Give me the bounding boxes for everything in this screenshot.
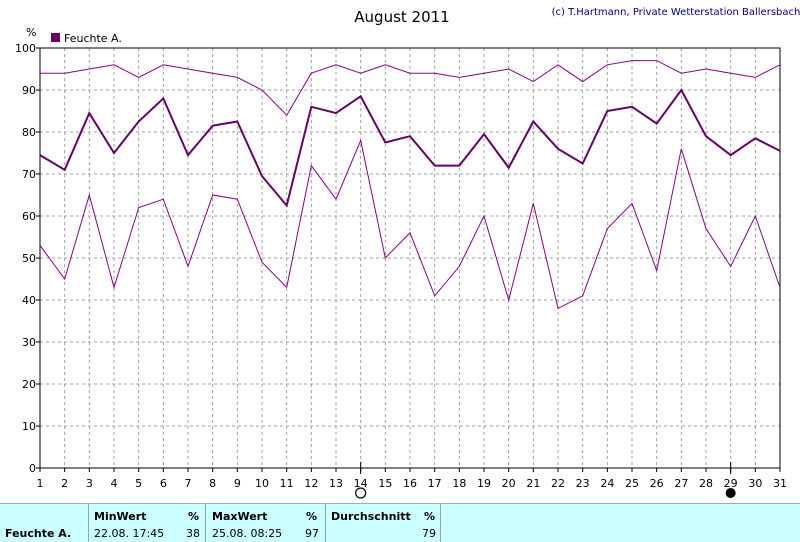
x-tick-label: 30	[748, 477, 762, 490]
x-tick-label: 23	[576, 477, 590, 490]
x-tick-label: 14	[354, 477, 368, 490]
new-moon-icon	[725, 488, 736, 498]
humidity-chart: August 2011 (c) T.Hartmann, Private Wett…	[15, 7, 800, 499]
statistics-table: MinWert % MaxWert % Durchschnitt % Feuch…	[0, 503, 800, 542]
x-tick-label: 22	[551, 477, 565, 490]
y-tick-label: 70	[22, 168, 36, 181]
x-tick-label: 9	[234, 477, 241, 490]
series-line-mean	[39, 88, 781, 208]
y-tick-label: 50	[22, 252, 36, 265]
x-tick-label: 28	[699, 477, 713, 490]
series-line-min	[39, 138, 781, 310]
x-tick-label: 15	[378, 477, 392, 490]
x-tick-label: 19	[477, 477, 491, 490]
x-tick-label: 11	[280, 477, 294, 490]
min-value: 38	[186, 527, 200, 540]
x-tick-label: 4	[111, 477, 118, 490]
x-tick-label: 27	[674, 477, 688, 490]
max-unit: %	[306, 510, 318, 523]
x-tick-label: 16	[403, 477, 417, 490]
x-tick-label: 6	[160, 477, 167, 490]
series-line-max	[40, 60, 781, 117]
full-moon-icon	[355, 487, 367, 499]
x-tick-label: 8	[209, 477, 216, 490]
x-tick-label: 1	[37, 477, 44, 490]
y-tick-label: 10	[22, 420, 36, 433]
x-tick-label: 2	[61, 477, 68, 490]
x-tick-label: 18	[452, 477, 466, 490]
chart-title: August 2011	[354, 8, 449, 26]
y-tick-label: 40	[22, 294, 36, 307]
y-tick-label: 30	[22, 336, 36, 349]
y-tick-label: 100	[15, 42, 36, 55]
x-tick-label: 24	[600, 477, 614, 490]
y-tick-label: 20	[22, 378, 36, 391]
min-timestamp: 22.08. 17:45	[94, 527, 165, 540]
x-tick-label: 17	[428, 477, 442, 490]
y-tick-label: 80	[22, 126, 36, 139]
x-tick-label: 20	[502, 477, 516, 490]
x-tick-label: 12	[304, 477, 318, 490]
y-axis-unit: %	[26, 26, 36, 39]
copyright-text: (c) T.Hartmann, Private Wetterstation Ba…	[552, 7, 800, 18]
avg-value: 79	[422, 527, 436, 540]
avg-unit: %	[424, 510, 436, 523]
plot-frame	[39, 47, 781, 469]
min-unit: %	[188, 510, 200, 523]
max-timestamp: 25.08. 08:25	[212, 527, 283, 540]
max-value: 97	[305, 527, 319, 540]
y-tick-label: 0	[29, 462, 36, 475]
x-tick-label: 29	[724, 477, 738, 490]
series-label: Feuchte A.	[5, 527, 72, 540]
x-tick-label: 7	[185, 477, 192, 490]
max-header: MaxWert	[212, 510, 268, 523]
x-tick-label: 25	[625, 477, 639, 490]
legend-label: Feuchte A.	[64, 32, 122, 45]
x-tick-label: 13	[329, 477, 343, 490]
x-tick-label: 26	[650, 477, 664, 490]
x-tick-label: 31	[773, 477, 787, 490]
y-tick-label: 60	[22, 210, 36, 223]
x-tick-label: 21	[526, 477, 540, 490]
legend-swatch	[51, 33, 60, 42]
x-tick-label: 3	[86, 477, 93, 490]
x-tick-label: 10	[255, 477, 269, 490]
y-tick-label: 90	[22, 84, 36, 97]
min-header: MinWert	[94, 510, 147, 523]
avg-header: Durchschnitt	[331, 510, 411, 523]
x-tick-label: 5	[135, 477, 142, 490]
